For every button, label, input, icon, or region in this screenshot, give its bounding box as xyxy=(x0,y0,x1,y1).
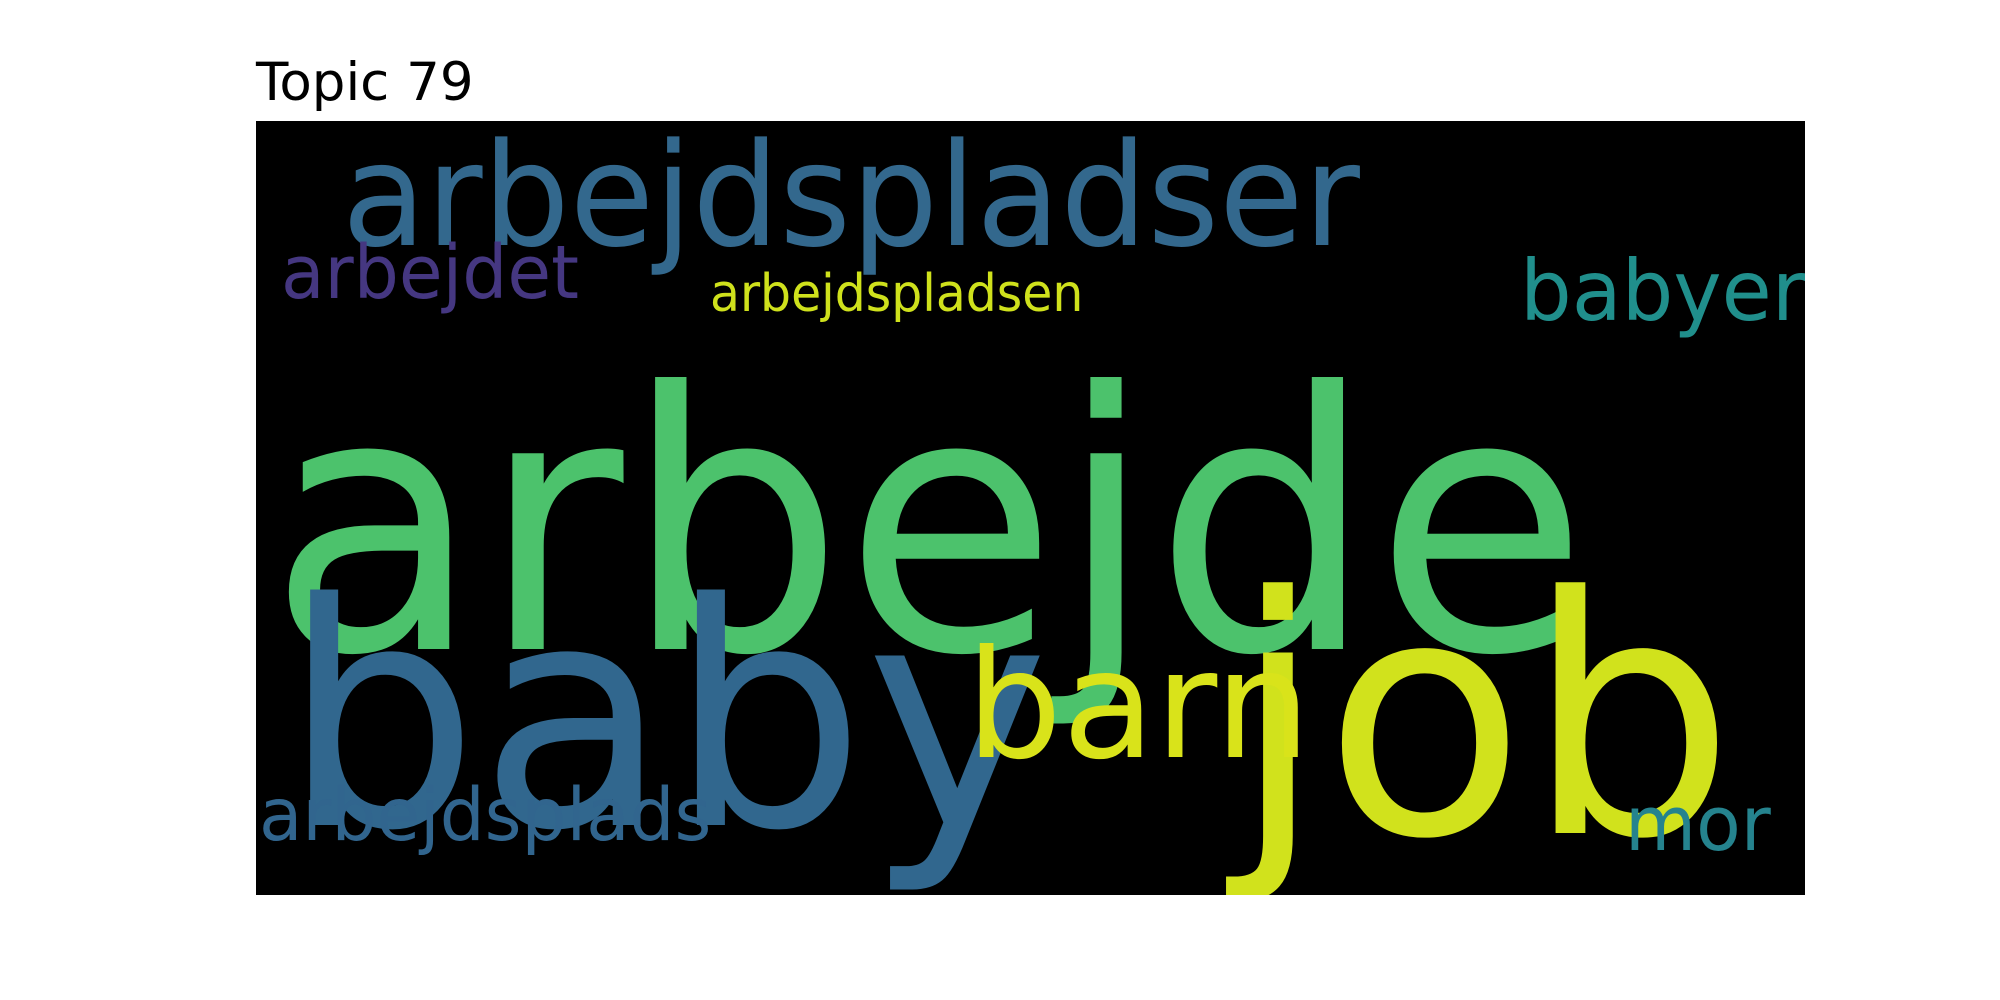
chart-title: Topic 79 xyxy=(256,52,474,113)
word-arbejdsplads: arbejdsplads xyxy=(259,773,712,858)
word-arbejde: arbejde xyxy=(268,318,1589,734)
word-job: job xyxy=(1232,527,1736,895)
word-arbejdet: arbejdet xyxy=(281,230,579,316)
word-cloud: arbejde baby job arbejdspladser barn bab… xyxy=(256,121,1805,895)
word-baby: baby xyxy=(282,538,1049,895)
word-arbejdspladsen: arbejdspladsen xyxy=(710,264,1084,324)
word-babyer: babyer xyxy=(1520,242,1805,340)
word-mor: mor xyxy=(1625,779,1771,868)
word-barn: barn xyxy=(966,619,1311,793)
word-arbejdspladser: arbejdspladser xyxy=(342,121,1360,279)
